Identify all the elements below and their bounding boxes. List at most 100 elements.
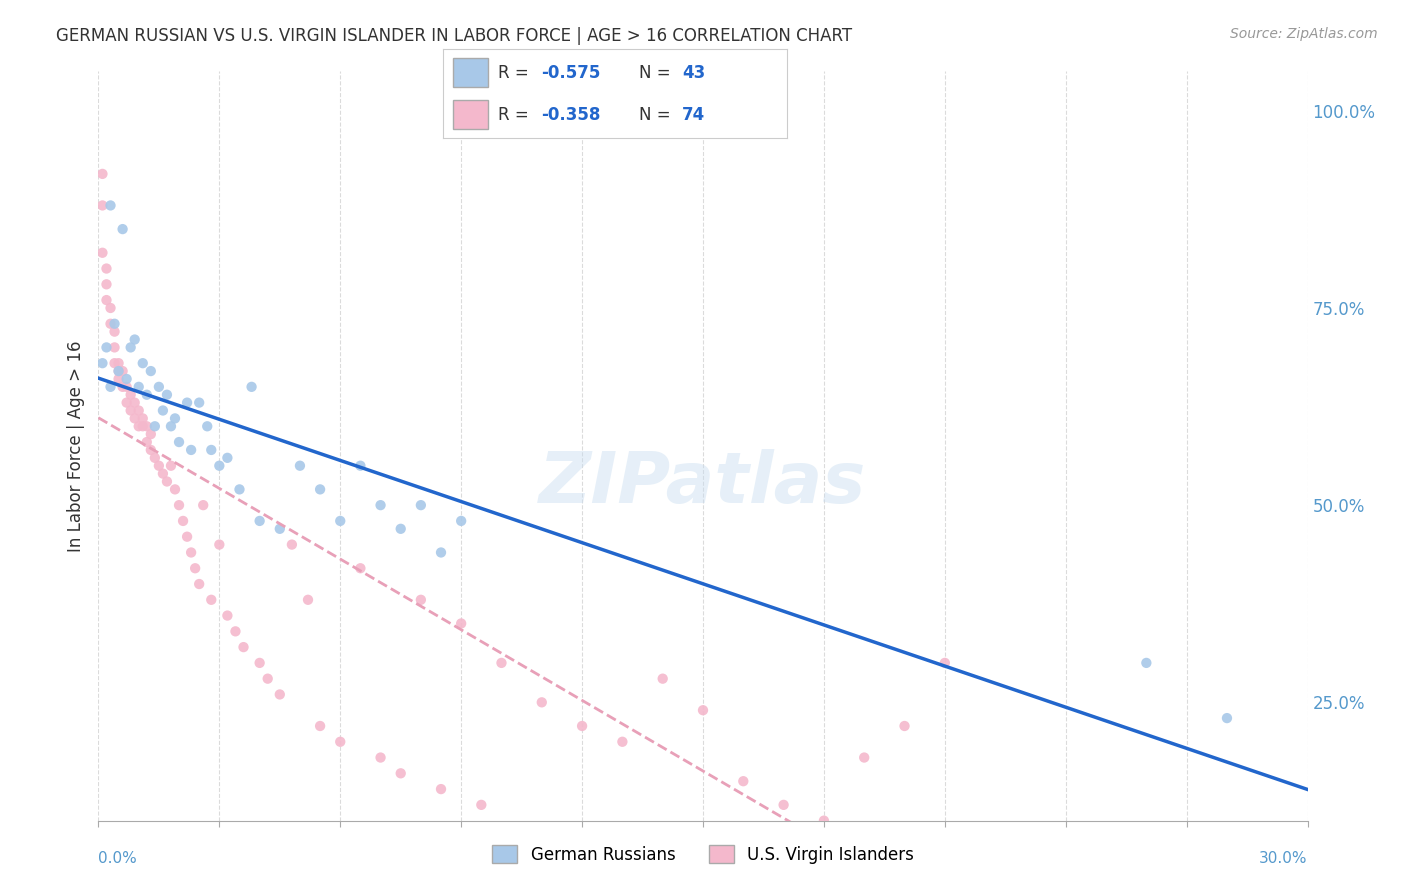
- Point: [228, 483, 250, 497]
- Point: [180, 442, 202, 457]
- Point: [132, 411, 155, 425]
- Point: [107, 372, 129, 386]
- Point: [772, 797, 794, 812]
- Point: [124, 395, 146, 409]
- Point: [128, 419, 150, 434]
- Point: [249, 656, 271, 670]
- Point: [389, 522, 412, 536]
- Point: [111, 222, 134, 236]
- Point: [120, 388, 142, 402]
- Point: [148, 380, 170, 394]
- Point: [200, 592, 222, 607]
- Point: [148, 458, 170, 473]
- Point: [249, 514, 271, 528]
- Point: [370, 498, 392, 512]
- Point: [120, 340, 142, 354]
- Point: [156, 475, 179, 489]
- Text: Source: ZipAtlas.com: Source: ZipAtlas.com: [1230, 27, 1378, 41]
- Point: [124, 333, 146, 347]
- Point: [100, 198, 122, 212]
- Bar: [453, 58, 488, 87]
- Point: [143, 450, 166, 465]
- Text: N =: N =: [640, 105, 676, 124]
- Point: [188, 395, 211, 409]
- Point: [450, 616, 472, 631]
- Point: [470, 797, 492, 812]
- Point: [163, 411, 186, 425]
- Point: [208, 458, 231, 473]
- Point: [139, 364, 162, 378]
- Point: [91, 167, 114, 181]
- Point: [128, 403, 150, 417]
- Point: [180, 545, 202, 559]
- Point: [163, 483, 186, 497]
- Point: [651, 672, 673, 686]
- Text: R =: R =: [498, 105, 534, 124]
- Point: [96, 340, 118, 354]
- Text: 30.0%: 30.0%: [1260, 851, 1308, 865]
- Text: R =: R =: [498, 63, 534, 82]
- Point: [256, 672, 278, 686]
- Point: [107, 364, 129, 378]
- Point: [128, 380, 150, 394]
- Point: [103, 317, 125, 331]
- Y-axis label: In Labor Force | Age > 16: In Labor Force | Age > 16: [66, 340, 84, 552]
- Point: [139, 427, 162, 442]
- Point: [208, 538, 231, 552]
- Point: [91, 198, 114, 212]
- Point: [115, 380, 138, 394]
- Point: [430, 545, 453, 559]
- Text: ZIPatlas: ZIPatlas: [540, 449, 866, 518]
- Point: [530, 695, 553, 709]
- Point: [329, 735, 352, 749]
- Point: [103, 356, 125, 370]
- Point: [167, 435, 190, 450]
- Point: [107, 364, 129, 378]
- Point: [571, 719, 593, 733]
- Text: 74: 74: [682, 105, 706, 124]
- Point: [120, 403, 142, 417]
- Point: [188, 577, 211, 591]
- Point: [409, 498, 432, 512]
- Point: [107, 356, 129, 370]
- Point: [232, 640, 254, 654]
- Point: [612, 735, 634, 749]
- Point: [132, 419, 155, 434]
- Point: [853, 750, 876, 764]
- Point: [692, 703, 714, 717]
- Point: [100, 380, 122, 394]
- Text: GERMAN RUSSIAN VS U.S. VIRGIN ISLANDER IN LABOR FORCE | AGE > 16 CORRELATION CHA: GERMAN RUSSIAN VS U.S. VIRGIN ISLANDER I…: [56, 27, 852, 45]
- Point: [91, 356, 114, 370]
- Point: [96, 293, 118, 307]
- Point: [409, 592, 432, 607]
- Point: [430, 782, 453, 797]
- Point: [893, 719, 915, 733]
- Point: [934, 656, 956, 670]
- Point: [100, 301, 122, 315]
- Point: [115, 395, 138, 409]
- Text: 43: 43: [682, 63, 706, 82]
- Bar: [453, 100, 488, 129]
- Point: [200, 442, 222, 457]
- Point: [103, 340, 125, 354]
- Point: [329, 514, 352, 528]
- Point: [813, 814, 835, 828]
- Point: [91, 245, 114, 260]
- Point: [309, 483, 332, 497]
- Text: -0.575: -0.575: [541, 63, 600, 82]
- Point: [135, 435, 157, 450]
- Point: [349, 561, 371, 575]
- Point: [240, 380, 263, 394]
- Text: -0.358: -0.358: [541, 105, 600, 124]
- Point: [491, 656, 513, 670]
- Point: [349, 458, 371, 473]
- Point: [288, 458, 311, 473]
- Point: [269, 688, 291, 702]
- Point: [160, 419, 183, 434]
- Point: [96, 277, 118, 292]
- Point: [176, 395, 198, 409]
- Point: [733, 774, 755, 789]
- Point: [1216, 711, 1239, 725]
- Point: [297, 592, 319, 607]
- Point: [309, 719, 332, 733]
